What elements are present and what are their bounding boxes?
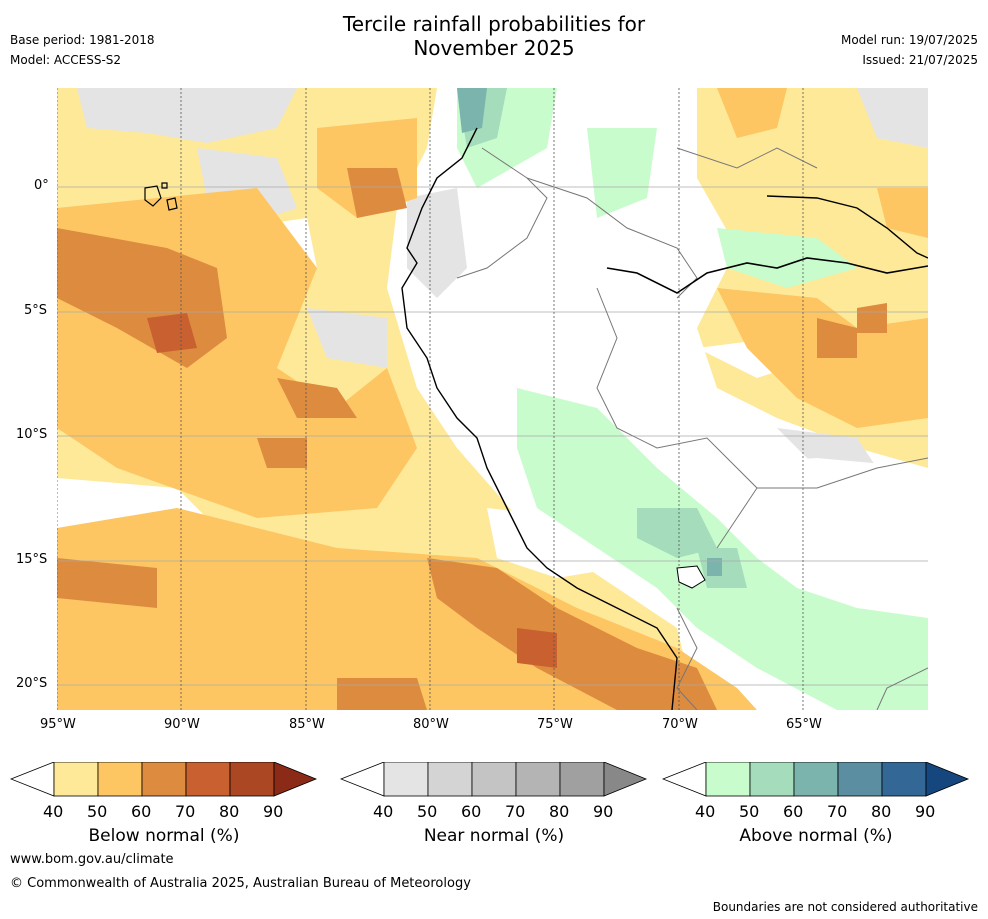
amazon-river bbox=[606, 257, 928, 294]
colorbar-swatch bbox=[185, 761, 231, 797]
colorbar-tick-label: 60 bbox=[131, 802, 152, 821]
colorbar-tick-label: 50 bbox=[417, 802, 438, 821]
lat-label-20s: 20°S bbox=[16, 676, 48, 691]
copyright-text: © Commonwealth of Australia 2025, Austra… bbox=[10, 876, 471, 891]
colorbar-swatch bbox=[471, 761, 517, 797]
lake-titicaca bbox=[676, 565, 706, 589]
title-line-1: Tercile rainfall probabilities for bbox=[342, 12, 646, 36]
colorbar-tick-label: 90 bbox=[263, 802, 284, 821]
rio-negro-river bbox=[766, 195, 928, 259]
colorbar-swatch bbox=[229, 761, 275, 797]
colorbar-tick-label: 80 bbox=[871, 802, 892, 821]
colorbar-above-label: Above normal (%) bbox=[739, 826, 893, 846]
model-run: Model run: 19/07/2025 bbox=[840, 33, 978, 47]
colorbar-below-svg bbox=[9, 761, 318, 797]
lon-label-75w: 75°W bbox=[537, 717, 573, 732]
lat-label-0: 0° bbox=[34, 178, 49, 193]
colorbar-tick-label: 40 bbox=[695, 802, 716, 821]
base-period: Base period: 1981-2018 bbox=[10, 33, 155, 47]
title-line-2: November 2025 bbox=[413, 36, 575, 60]
meta-right: Model run: 19/07/2025 Issued: 21/07/2025 bbox=[841, 30, 978, 70]
colorbar-tick-label: 80 bbox=[549, 802, 570, 821]
below-normal-80-region bbox=[147, 313, 557, 668]
lon-label-65w: 65°W bbox=[786, 717, 822, 732]
colorbar-tick-label: 70 bbox=[827, 802, 848, 821]
colorbar-swatch bbox=[837, 761, 883, 797]
colorbar-min-arrow bbox=[339, 761, 385, 797]
colorbar-tick-label: 70 bbox=[175, 802, 196, 821]
colorbar-swatch bbox=[97, 761, 143, 797]
colorbar-tick-label: 80 bbox=[219, 802, 240, 821]
colorbar-above-normal: 40 50 60 70 80 90 Above normal (%) bbox=[661, 761, 970, 852]
colorbar-tick-label: 50 bbox=[739, 802, 760, 821]
colorbar-tick-label: 60 bbox=[783, 802, 804, 821]
lon-label-90w: 90°W bbox=[164, 717, 200, 732]
colorbar-near-normal: 40 50 60 70 80 90 Near normal (%) bbox=[339, 761, 648, 852]
map-title: Tercile rainfall probabilities for Novem… bbox=[0, 12, 988, 60]
country-borders bbox=[456, 147, 928, 710]
coastline bbox=[401, 127, 678, 710]
colorbar-swatch bbox=[53, 761, 99, 797]
lat-label-5s: 5°S bbox=[24, 303, 48, 318]
lon-label-95w: 95°W bbox=[40, 717, 76, 732]
disclaimer-text: Boundaries are not considered authoritat… bbox=[712, 900, 978, 914]
lon-label-85w: 85°W bbox=[289, 717, 325, 732]
colorbar-max-arrow bbox=[273, 761, 318, 797]
model-name: Model: ACCESS-S2 bbox=[10, 53, 122, 67]
colorbar-near-label: Near normal (%) bbox=[423, 826, 565, 846]
lon-label-80w: 80°W bbox=[413, 717, 449, 732]
colorbar-below-normal: 40 50 60 70 80 90 Below normal (%) bbox=[9, 761, 318, 852]
lon-label-70w: 70°W bbox=[662, 717, 698, 732]
colorbar-max-arrow bbox=[925, 761, 970, 797]
issued-date: Issued: 21/07/2025 bbox=[862, 53, 978, 67]
colorbar-tick-label: 40 bbox=[373, 802, 394, 821]
website-link[interactable]: www.bom.gov.au/climate bbox=[10, 852, 174, 867]
colorbar-tick-label: 40 bbox=[43, 802, 64, 821]
colorbar-swatch bbox=[515, 761, 561, 797]
colorbar-tick-label: 90 bbox=[915, 802, 936, 821]
lat-label-10s: 10°S bbox=[16, 427, 48, 442]
colorbar-max-arrow bbox=[603, 761, 648, 797]
colorbar-min-arrow bbox=[9, 761, 55, 797]
colorbar-tick-label: 60 bbox=[461, 802, 482, 821]
colorbar-swatch bbox=[749, 761, 795, 797]
colorbar-min-arrow bbox=[661, 761, 707, 797]
meta-left: Base period: 1981-2018 Model: ACCESS-S2 bbox=[10, 30, 155, 70]
colorbar-above-svg bbox=[661, 761, 970, 797]
map-canvas bbox=[57, 88, 928, 710]
colorbar-swatch bbox=[141, 761, 187, 797]
probability-map bbox=[57, 88, 928, 710]
colorbar-tick-label: 90 bbox=[593, 802, 614, 821]
colorbar-swatch bbox=[881, 761, 927, 797]
colorbar-tick-label: 70 bbox=[505, 802, 526, 821]
colorbar-swatch bbox=[559, 761, 605, 797]
colorbar-below-label: Below normal (%) bbox=[88, 826, 240, 846]
colorbar-swatch bbox=[427, 761, 473, 797]
colorbar-swatch bbox=[793, 761, 839, 797]
colorbar-near-svg bbox=[339, 761, 648, 797]
colorbar-swatch bbox=[705, 761, 751, 797]
colorbar-swatch bbox=[383, 761, 429, 797]
colorbar-tick-label: 50 bbox=[87, 802, 108, 821]
lat-label-15s: 15°S bbox=[16, 552, 48, 567]
above-normal-70-region bbox=[457, 88, 722, 576]
galapagos-islands bbox=[144, 182, 178, 211]
graticule bbox=[57, 88, 928, 710]
